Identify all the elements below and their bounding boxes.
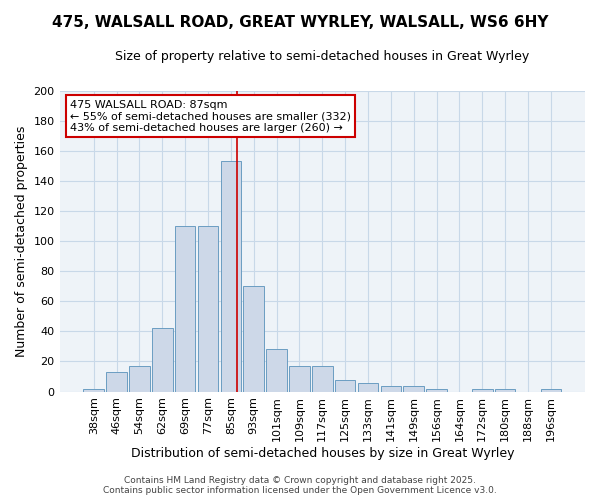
- X-axis label: Distribution of semi-detached houses by size in Great Wyrley: Distribution of semi-detached houses by …: [131, 447, 514, 460]
- Bar: [221, 162, 241, 392]
- Text: 475, WALSALL ROAD, GREAT WYRLEY, WALSALL, WS6 6HY: 475, WALSALL ROAD, GREAT WYRLEY, WALSALL…: [52, 15, 548, 30]
- Title: Size of property relative to semi-detached houses in Great Wyrley: Size of property relative to semi-detach…: [115, 50, 529, 63]
- Bar: [175, 226, 196, 392]
- Bar: [472, 388, 493, 392]
- Bar: [289, 366, 310, 392]
- Bar: [358, 382, 378, 392]
- Text: Contains HM Land Registry data © Crown copyright and database right 2025.
Contai: Contains HM Land Registry data © Crown c…: [103, 476, 497, 495]
- Bar: [198, 226, 218, 392]
- Bar: [403, 386, 424, 392]
- Bar: [266, 350, 287, 392]
- Text: 475 WALSALL ROAD: 87sqm
← 55% of semi-detached houses are smaller (332)
43% of s: 475 WALSALL ROAD: 87sqm ← 55% of semi-de…: [70, 100, 351, 133]
- Y-axis label: Number of semi-detached properties: Number of semi-detached properties: [15, 126, 28, 357]
- Bar: [495, 388, 515, 392]
- Bar: [244, 286, 264, 392]
- Bar: [312, 366, 332, 392]
- Bar: [83, 388, 104, 392]
- Bar: [541, 388, 561, 392]
- Bar: [380, 386, 401, 392]
- Bar: [129, 366, 150, 392]
- Bar: [335, 380, 355, 392]
- Bar: [152, 328, 173, 392]
- Bar: [106, 372, 127, 392]
- Bar: [426, 388, 447, 392]
